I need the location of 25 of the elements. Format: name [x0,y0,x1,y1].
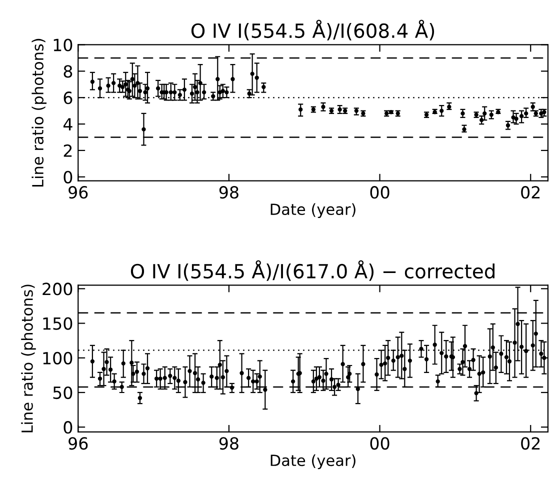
x-tick-label: 02 [521,437,540,450]
x-tick-label: 02 [521,186,540,199]
y-tick-label: 50 [53,386,72,400]
y-tick-label: 200 [42,282,72,296]
x-tick-label: 96 [68,437,88,450]
x-tick-label: 96 [68,186,88,199]
y-tick-label: 6 [64,92,72,104]
y-tick-label: 0 [64,170,72,184]
chart-title: O IV I(554.5 Å)/I(608.4 Å) [191,20,434,40]
y-axis-title: Line ratio (photons) [32,38,46,186]
x-tick-label: 98 [219,437,238,450]
chart-title: O IV I(554.5 Å)/I(617.0 Å) − corrected [130,260,494,281]
y-tick-label: 0 [64,421,72,434]
x-tick-label: 00 [370,437,390,450]
y-tick-label: 100 [43,352,72,364]
x-tick-label: 98 [219,186,238,199]
y-tick-label: 2 [64,144,72,157]
y-tick-label: 8 [64,65,72,78]
x-axis-title: Date (year) [270,203,356,218]
x-tick-label: 00 [370,186,390,199]
y-tick-label: 10 [54,38,72,52]
y-tick-label: 150 [43,317,72,330]
x-axis-title: Date (year) [270,454,356,470]
y-axis-title: Line ratio (photons) [21,284,36,432]
y-tick-label: 4 [63,118,72,130]
